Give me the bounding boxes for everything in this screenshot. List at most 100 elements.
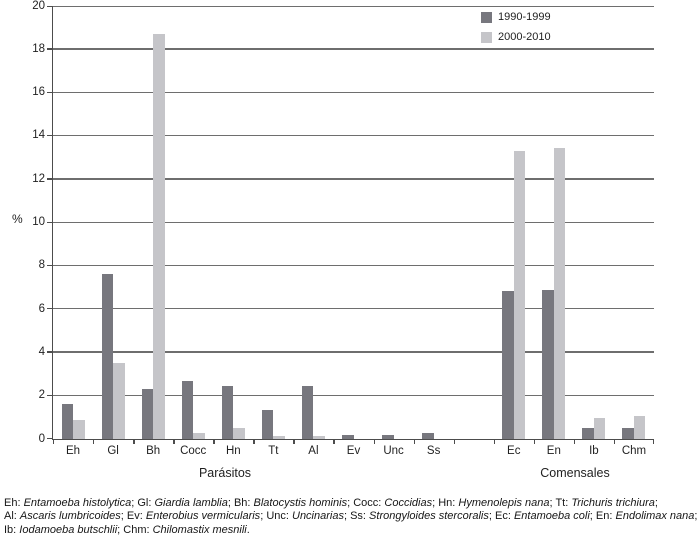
y-axis-tick: [47, 48, 53, 50]
footnote-line: Ib: Iodamoeba butschlii; Chm: Chilomasti…: [4, 524, 700, 537]
bar-Al-1990-1999: [301, 385, 314, 439]
x-axis-category-label-Eh: Eh: [66, 445, 81, 457]
footnote-separator: ;: [117, 523, 124, 536]
y-axis-label: %: [12, 212, 23, 226]
x-axis-tick: [413, 439, 415, 444]
footnote-species-name: Strongyloides stercoralis: [369, 510, 489, 523]
x-axis-category-label-Bh: Bh: [146, 445, 161, 457]
bar-Eh-2000-2010: [73, 419, 85, 439]
x-axis-category-label-Cocc: Cocc: [180, 445, 207, 457]
footnote-species-name: Iodamoeba butschlii: [19, 523, 118, 536]
y-axis-tick-label: 6: [38, 302, 45, 315]
group-label-comensales: Comensales: [540, 466, 610, 480]
gridline: [53, 6, 654, 8]
footnote-separator: ;: [432, 497, 439, 509]
footnote-species-name: Coccidias: [384, 497, 433, 509]
bar-Gl-1990-1999: [101, 274, 114, 439]
y-axis-tick-label: 2: [38, 389, 45, 402]
y-axis-tick-label: 18: [32, 42, 45, 55]
footnote-species-name: Hymenolepis nana: [458, 497, 550, 509]
x-axis-category-label-Hn: Hn: [225, 445, 241, 457]
bar-Bh-1990-1999: [141, 389, 154, 439]
gridline: [53, 48, 654, 50]
y-axis-tick: [47, 91, 53, 93]
gridline: [53, 221, 654, 223]
y-axis-tick-label: 16: [32, 86, 45, 99]
x-axis-tick: [213, 439, 215, 444]
x-axis-tick: [93, 439, 95, 444]
bar-En-2000-2010: [553, 147, 566, 439]
gridline: [53, 134, 654, 137]
legend-swatch-1990-1999-icon: [481, 11, 492, 23]
footnote-line: Eh: Entamoeba histolytica; Gl: Giardia l…: [4, 497, 700, 510]
legend-item-2000-2010: 2000-2010: [481, 31, 551, 43]
footnote-abbr: Hn:: [438, 497, 459, 509]
gridline: [53, 178, 654, 180]
x-axis-category-label-Gl: Gl: [107, 445, 119, 457]
footnote-species-name: Entamoeba histolytica: [23, 497, 132, 509]
footnote-species-name: Chilomastix mesnili: [152, 523, 247, 536]
y-axis-tick: [47, 264, 53, 267]
bar-Tt-1990-1999: [261, 409, 274, 439]
bar-En-1990-1999: [542, 289, 554, 439]
footnote-species-name: Blatocystis hominis: [253, 497, 348, 509]
footnote-separator: ;: [549, 497, 556, 509]
footnote-separator: ;: [131, 497, 138, 509]
gridline: [53, 394, 654, 397]
bar-Ec-1990-1999: [502, 290, 514, 439]
x-axis-tick: [453, 439, 456, 444]
x-axis-tick: [573, 439, 576, 444]
bar-Cocc-1990-1999: [181, 380, 194, 439]
x-axis-tick: [133, 439, 135, 444]
footnote-abbr: En:: [595, 510, 616, 523]
y-axis-tick: [47, 6, 53, 8]
footnote-species-name: Uncinarias: [292, 510, 344, 523]
x-axis-tick: [613, 439, 616, 444]
footnote-separator: ;: [589, 510, 596, 523]
y-axis-tick: [47, 178, 53, 180]
footnote-abbr: Ss:: [350, 510, 370, 523]
x-axis-category-label-Tt: Tt: [268, 445, 279, 457]
legend-swatch-2000-2010-icon: [481, 31, 492, 43]
y-axis-tick: [47, 351, 53, 353]
footnote-abbr: Eh:: [4, 497, 24, 509]
bar-Hn-2000-2010: [233, 428, 245, 439]
footnote-abbr: Cocc:: [353, 497, 385, 509]
bar-Gl-2000-2010: [113, 363, 125, 439]
gridline: [53, 91, 654, 93]
footnote-line: Al: Ascaris lumbricoides; Ev: Enterobius…: [4, 510, 700, 523]
y-axis-tick: [47, 221, 53, 223]
legend-label-2000-2010: 2000-2010: [498, 31, 551, 43]
bar-Chm-1990-1999: [622, 428, 634, 439]
bar-Hn-1990-1999: [221, 385, 234, 439]
bar-Al-2000-2010: [313, 435, 325, 439]
y-axis-tick: [47, 308, 53, 310]
footnote-abbr: Ec:: [495, 510, 514, 523]
x-axis-category-label-Ev: Ev: [346, 445, 361, 457]
footnote-species-name: Endolimax nana: [615, 510, 695, 523]
bar-Ec-2000-2010: [513, 151, 526, 439]
footnote-separator: ;: [120, 510, 127, 523]
footnote-abbr: Ev:: [126, 510, 146, 523]
footnote-abbr: Tt:: [555, 497, 572, 509]
footnote-species-name: Giardia lamblia: [154, 497, 228, 509]
x-axis-tick: [293, 439, 295, 444]
gridline: [53, 264, 654, 267]
group-label-parasitos: Parásitos: [198, 466, 252, 480]
legend-label-1990-1999: 1990-1999: [498, 11, 551, 23]
x-axis-tick: [173, 439, 175, 444]
footnote-species-name: Entamoeba coli: [513, 510, 590, 523]
y-axis-tick-label: 12: [32, 172, 45, 185]
footnote-abbr: Unc:: [266, 510, 292, 523]
footnote-species-name: Enterobius vermicularis: [145, 510, 261, 523]
bar-Cocc-2000-2010: [193, 432, 205, 439]
x-axis-tick: [652, 439, 654, 444]
x-axis-tick: [533, 439, 536, 444]
footnote-species-name: Trichuris trichiura: [571, 497, 655, 509]
x-axis-tick: [333, 439, 335, 444]
x-axis-category-label-En: En: [546, 445, 561, 457]
y-axis-tick-label: 10: [32, 216, 45, 228]
y-axis-tick-label: 20: [32, 0, 45, 12]
bar-Ib-1990-1999: [582, 428, 594, 439]
x-axis-category-label-Ec: Ec: [507, 445, 521, 457]
